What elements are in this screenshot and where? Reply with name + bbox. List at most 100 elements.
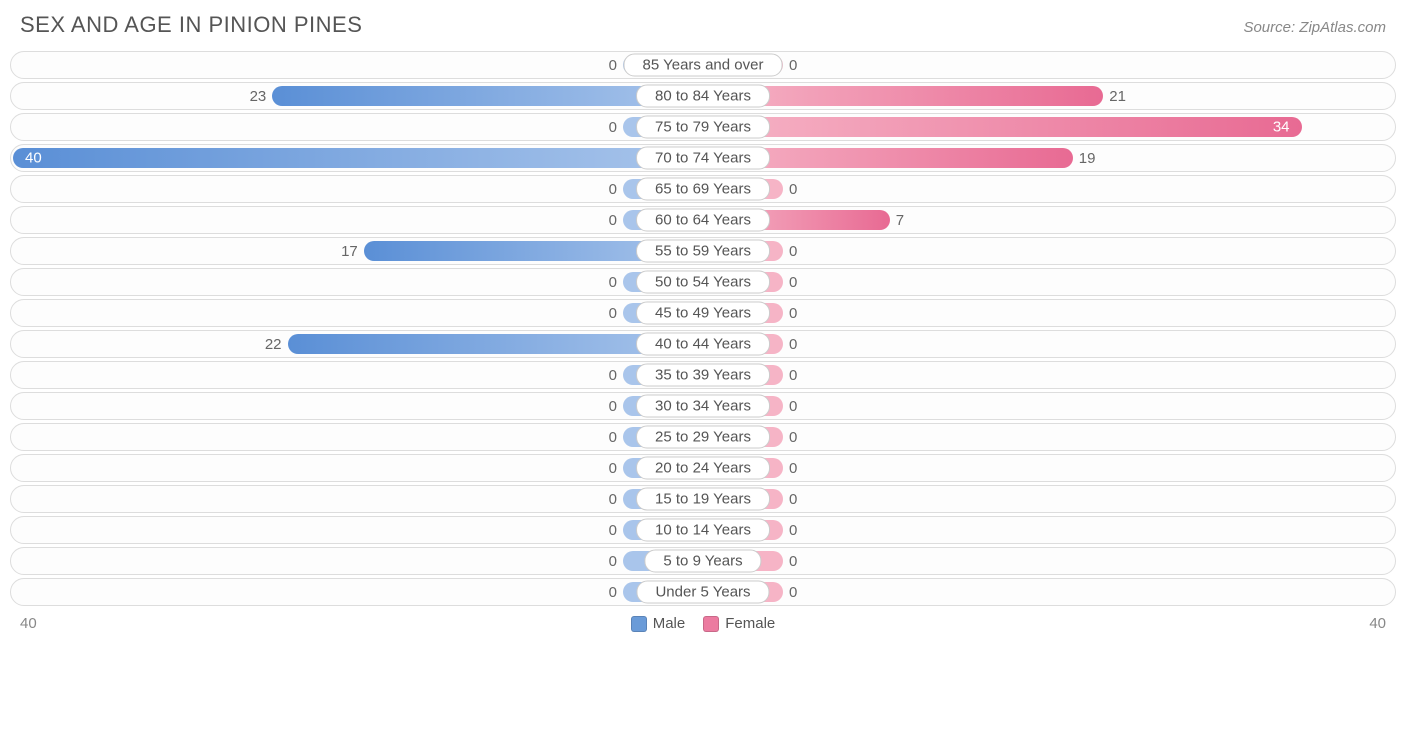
male-value: 0 — [603, 367, 623, 384]
female-value: 34 — [1267, 119, 1296, 136]
female-value: 21 — [1103, 88, 1132, 105]
female-half: 0 — [703, 331, 1395, 357]
female-value: 0 — [783, 429, 803, 446]
male-value: 40 — [19, 150, 48, 167]
legend-item-female: Female — [703, 615, 775, 632]
female-value: 0 — [783, 491, 803, 508]
male-value: 0 — [603, 553, 623, 570]
female-half: 0 — [703, 548, 1395, 574]
female-half: 0 — [703, 238, 1395, 264]
male-value: 0 — [603, 398, 623, 415]
female-half: 0 — [703, 300, 1395, 326]
male-value: 0 — [603, 584, 623, 601]
legend-swatch-male — [631, 616, 647, 632]
legend-label-female: Female — [725, 615, 775, 632]
age-category-label: 40 to 44 Years — [636, 333, 770, 356]
age-category-label: 65 to 69 Years — [636, 178, 770, 201]
pyramid-row: 22040 to 44 Years — [10, 330, 1396, 358]
male-half: 0 — [11, 207, 703, 233]
age-category-label: Under 5 Years — [636, 581, 769, 604]
footer: 40 Male Female 40 — [0, 609, 1406, 644]
age-category-label: 70 to 74 Years — [636, 147, 770, 170]
chart-container: SEX AND AGE IN PINION PINES Source: ZipA… — [0, 0, 1406, 644]
female-value: 0 — [783, 181, 803, 198]
male-value: 0 — [603, 181, 623, 198]
male-half: 0 — [11, 52, 703, 78]
age-category-label: 80 to 84 Years — [636, 85, 770, 108]
male-half: 0 — [11, 455, 703, 481]
age-category-label: 25 to 29 Years — [636, 426, 770, 449]
age-category-label: 85 Years and over — [624, 54, 783, 77]
male-value: 0 — [603, 274, 623, 291]
male-value: 0 — [603, 119, 623, 136]
pyramid-row: 0 085 Years and over — [10, 51, 1396, 79]
legend-label-male: Male — [653, 615, 686, 632]
pyramid-row: 0020 to 24 Years — [10, 454, 1396, 482]
male-half: 22 — [11, 331, 703, 357]
male-half: 0 — [11, 114, 703, 140]
male-value: 0 — [603, 57, 623, 74]
pyramid-row: 0 7 60 to 64 Years — [10, 206, 1396, 234]
female-value: 0 — [783, 522, 803, 539]
female-value: 0 — [783, 57, 803, 74]
age-category-label: 20 to 24 Years — [636, 457, 770, 480]
age-category-label: 35 to 39 Years — [636, 364, 770, 387]
age-category-label: 55 to 59 Years — [636, 240, 770, 263]
male-half: 0 — [11, 176, 703, 202]
female-value: 0 — [783, 305, 803, 322]
male-half: 17 — [11, 238, 703, 264]
age-category-label: 60 to 64 Years — [636, 209, 770, 232]
male-half: 0 — [11, 548, 703, 574]
male-half: 0 — [11, 300, 703, 326]
female-half: 0 — [703, 52, 1395, 78]
chart-title: SEX AND AGE IN PINION PINES — [20, 12, 362, 38]
source-attribution: Source: ZipAtlas.com — [1243, 19, 1386, 36]
pyramid-row: 0025 to 29 Years — [10, 423, 1396, 451]
female-half: 0 — [703, 455, 1395, 481]
female-half: 21 — [703, 83, 1395, 109]
female-half: 7 — [703, 207, 1395, 233]
female-value: 19 — [1073, 150, 1102, 167]
male-half: 0 — [11, 393, 703, 419]
female-half: 0 — [703, 269, 1395, 295]
male-value: 0 — [603, 305, 623, 322]
female-half: 19 — [703, 145, 1395, 171]
pyramid-chart: 0085 Years and over232180 to 84 Years034… — [0, 51, 1406, 606]
pyramid-row: 0030 to 34 Years — [10, 392, 1396, 420]
male-value: 0 — [603, 522, 623, 539]
male-value: 0 — [603, 212, 623, 229]
age-category-label: 15 to 19 Years — [636, 488, 770, 511]
female-half: 34 — [703, 114, 1395, 140]
pyramid-row: 17 055 to 59 Years — [10, 237, 1396, 265]
age-category-label: 45 to 49 Years — [636, 302, 770, 325]
pyramid-row: 0 0 65 to 69 Years — [10, 175, 1396, 203]
male-value: 17 — [335, 243, 364, 260]
axis-max-right: 40 — [1369, 615, 1386, 632]
female-value: 0 — [783, 584, 803, 601]
female-value: 0 — [783, 274, 803, 291]
legend-item-male: Male — [631, 615, 686, 632]
axis-max-left: 40 — [20, 615, 37, 632]
age-category-label: 75 to 79 Years — [636, 116, 770, 139]
male-half: 0 — [11, 362, 703, 388]
pyramid-row: 23 21 80 to 84 Years — [10, 82, 1396, 110]
female-value: 0 — [783, 553, 803, 570]
pyramid-row: 0 0 5 to 9 Years — [10, 547, 1396, 575]
pyramid-row: 0 0 35 to 39 Years — [10, 361, 1396, 389]
male-half: 23 — [11, 83, 703, 109]
female-bar: 34 — [703, 117, 1302, 137]
male-half: 0 — [11, 579, 703, 605]
pyramid-row: 40 19 70 to 74 Years — [10, 144, 1396, 172]
female-value: 0 — [783, 367, 803, 384]
female-value: 7 — [890, 212, 910, 229]
male-value: 23 — [244, 88, 273, 105]
pyramid-row: 0050 to 54 Years — [10, 268, 1396, 296]
male-half: 40 — [11, 145, 703, 171]
male-value: 0 — [603, 491, 623, 508]
age-category-label: 5 to 9 Years — [644, 550, 761, 573]
female-half: 0 — [703, 393, 1395, 419]
female-half: 0 — [703, 362, 1395, 388]
male-half: 0 — [11, 424, 703, 450]
female-half: 0 — [703, 579, 1395, 605]
female-half: 0 — [703, 176, 1395, 202]
